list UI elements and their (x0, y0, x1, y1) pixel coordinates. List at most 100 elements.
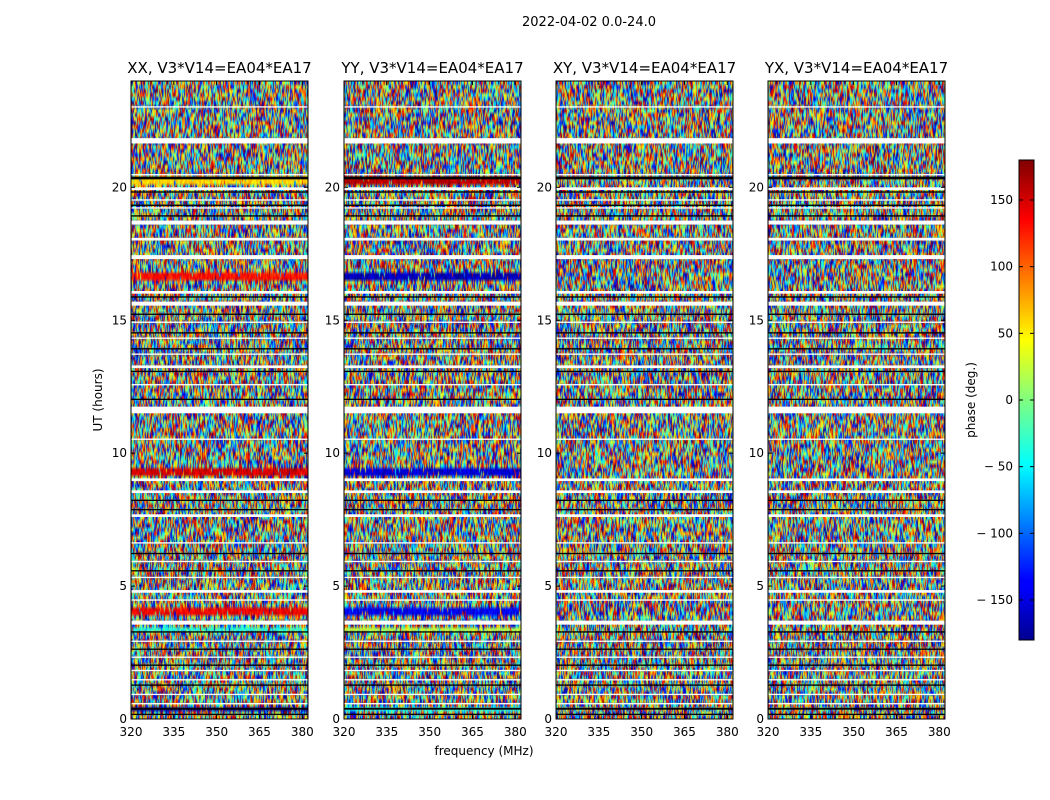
flagged-stripe (131, 490, 308, 494)
flagged-stripe (768, 669, 945, 672)
flagged-stripe (344, 693, 521, 696)
flagged-stripe (556, 353, 733, 355)
flagged-stripe (768, 542, 945, 544)
flagged-stripe (344, 438, 521, 440)
flagged-stripe (344, 669, 521, 672)
panels: XX, V3*V14=EA04*EA17 320 335 350 365 380 0 5 10 1… (112, 59, 951, 739)
flagged-stripe (768, 353, 945, 355)
flagged-stripe (131, 514, 308, 517)
flagged-stripe (556, 237, 733, 241)
x-tick-label: 350 (418, 725, 441, 739)
plot-frame (130, 80, 309, 720)
flagged-stripe (768, 301, 945, 306)
flagged-stripe (556, 542, 733, 544)
flagged-stripe (131, 207, 308, 209)
dark-stripe (344, 664, 521, 666)
panel-title: YX, V3*V14=EA04*EA17 (764, 59, 948, 77)
dark-stripe (556, 552, 733, 555)
colorbar-tick-label: 50 (998, 326, 1013, 340)
colorbar-tick-label: − 150 (976, 593, 1013, 607)
dark-stripe (344, 552, 521, 555)
dark-stripe (556, 713, 733, 716)
y-tick-label: 5 (119, 579, 127, 593)
flagged-stripe (131, 174, 308, 176)
y-tick-label: 10 (325, 446, 340, 460)
dark-stripe (556, 191, 733, 193)
flagged-stripe (556, 220, 733, 225)
flagged-stripe (131, 693, 308, 696)
dark-stripe (344, 296, 521, 298)
panel-title: XY, V3*V14=EA04*EA17 (553, 59, 736, 77)
dark-stripe (131, 370, 308, 373)
x-tick-label: 335 (375, 725, 398, 739)
dark-stripe (344, 348, 521, 350)
flagged-stripe (131, 640, 308, 642)
flagged-stripe (556, 138, 733, 144)
flagged-stripe (768, 174, 945, 176)
dark-stripe (131, 684, 308, 686)
dark-stripe (131, 204, 308, 206)
flagged-stripe (131, 384, 308, 386)
dark-stripe (131, 332, 308, 334)
figure-title: 2022-04-02 0.0-24.0 (522, 15, 656, 30)
dark-stripe (556, 398, 733, 400)
dark-stripe (768, 332, 945, 334)
panel-3: XY, V3*V14=EA04*EA17 320 335 350 365 380 0 5 10 1… (537, 59, 739, 739)
flagged-stripe (556, 438, 733, 440)
dark-stripe (768, 313, 945, 315)
panel-4: YX, V3*V14=EA04*EA17 320 335 350 365 380 0 5 10 1… (749, 59, 951, 739)
y-tick-label: 5 (544, 579, 552, 593)
dark-stripe (556, 296, 733, 298)
flagged-stripe (344, 514, 521, 517)
flagged-stripe (131, 438, 308, 440)
flagged-stripe (768, 620, 945, 625)
flagged-stripe (131, 656, 308, 658)
flagged-stripe (344, 679, 521, 681)
flagged-stripe (556, 703, 733, 705)
flagged-stripe (556, 490, 733, 494)
flagged-stripe (131, 301, 308, 306)
flagged-stripe (556, 199, 733, 201)
flagged-stripe (768, 640, 945, 642)
y-tick-label: 20 (325, 180, 340, 194)
flagged-stripe (344, 599, 521, 601)
flagged-stripe (344, 576, 521, 579)
flagged-stripe (131, 237, 308, 241)
dark-stripe (344, 648, 521, 650)
x-tick-label: 380 (716, 725, 739, 739)
dark-stripe (344, 631, 521, 633)
flagged-stripe (344, 490, 521, 494)
x-tick-label: 335 (587, 725, 610, 739)
flagged-stripe (556, 693, 733, 696)
flagged-stripe (768, 291, 945, 294)
dark-stripe (768, 664, 945, 666)
dark-stripe (768, 648, 945, 650)
dark-stripe (344, 684, 521, 686)
flagged-stripe (768, 207, 945, 209)
x-axis-label: frequency (MHz) (434, 744, 533, 758)
dark-stripe (768, 215, 945, 217)
flagged-stripe (556, 337, 733, 339)
dark-stripe (131, 707, 308, 710)
flagged-stripe (556, 321, 733, 323)
flagged-stripe (556, 620, 733, 625)
flagged-stripe (131, 138, 308, 144)
dark-stripe (768, 552, 945, 555)
flagged-stripe (768, 220, 945, 225)
flagged-stripe (131, 590, 308, 593)
dark-stripe (768, 707, 945, 710)
dark-stripe (131, 348, 308, 350)
flagged-stripe (344, 255, 521, 260)
y-tick-label: 10 (749, 446, 764, 460)
colorbar-tick-label: 150 (990, 193, 1013, 207)
dark-stripe (131, 296, 308, 298)
flagged-stripe (768, 321, 945, 323)
flagged-stripe (344, 560, 521, 563)
flagged-stripe (556, 640, 733, 642)
panel-2: YY, V3*V14=EA04*EA17 320 335 350 365 380 0 5 10 1… (325, 59, 527, 739)
y-tick-label: 20 (537, 180, 552, 194)
flagged-stripe (768, 478, 945, 482)
x-tick-label: 365 (885, 725, 908, 739)
dark-stripe (556, 348, 733, 350)
